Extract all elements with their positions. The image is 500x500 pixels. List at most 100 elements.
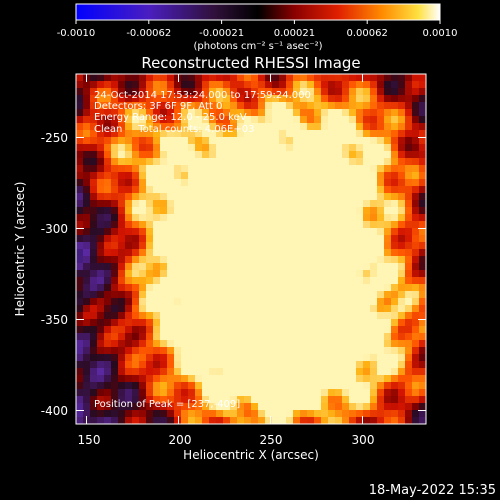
image-pixel <box>76 109 84 117</box>
image-pixel <box>258 354 266 362</box>
image-pixel <box>391 214 399 222</box>
image-pixel <box>181 95 189 103</box>
image-pixel <box>125 347 133 355</box>
image-pixel <box>412 354 420 362</box>
image-pixel <box>237 207 245 215</box>
image-pixel <box>419 312 426 320</box>
image-pixel <box>307 410 315 418</box>
image-pixel <box>377 396 385 404</box>
image-pixel <box>412 172 420 180</box>
image-pixel <box>223 403 231 411</box>
image-pixel <box>398 74 406 82</box>
image-pixel <box>349 403 357 411</box>
image-pixel <box>90 263 98 271</box>
image-pixel <box>314 284 322 292</box>
image-pixel <box>97 396 105 404</box>
image-pixel <box>377 312 385 320</box>
image-pixel <box>391 319 399 327</box>
image-pixel <box>90 116 98 124</box>
image-pixel <box>223 74 231 82</box>
image-pixel <box>174 284 182 292</box>
image-pixel <box>153 298 161 306</box>
image-pixel <box>125 130 133 138</box>
image-pixel <box>405 144 413 152</box>
image-pixel <box>83 130 91 138</box>
image-pixel <box>293 403 301 411</box>
image-pixel <box>132 410 140 418</box>
image-pixel <box>272 382 280 390</box>
image-pixel <box>307 130 315 138</box>
image-pixel <box>146 319 154 327</box>
image-pixel <box>300 298 308 306</box>
image-pixel <box>223 151 231 159</box>
image-pixel <box>335 263 343 271</box>
image-pixel <box>146 368 154 376</box>
image-pixel <box>188 228 196 236</box>
image-pixel <box>237 389 245 397</box>
image-pixel <box>377 137 385 145</box>
image-pixel <box>356 179 364 187</box>
image-pixel <box>111 319 119 327</box>
image-pixel <box>188 368 196 376</box>
image-pixel <box>321 277 329 285</box>
image-pixel <box>146 123 154 131</box>
image-pixel <box>251 228 259 236</box>
image-pixel <box>258 396 266 404</box>
image-pixel <box>118 95 126 103</box>
image-pixel <box>419 368 426 376</box>
image-pixel <box>195 396 203 404</box>
image-pixel <box>97 368 105 376</box>
image-pixel <box>139 186 147 194</box>
image-pixel <box>167 81 175 89</box>
image-pixel <box>314 207 322 215</box>
image-pixel <box>146 102 154 110</box>
image-pixel <box>377 263 385 271</box>
image-pixel <box>251 305 259 313</box>
image-pixel <box>153 242 161 250</box>
image-pixel <box>76 326 84 334</box>
image-pixel <box>398 95 406 103</box>
image-pixel <box>244 340 252 348</box>
image-pixel <box>167 312 175 320</box>
image-pixel <box>370 277 378 285</box>
image-pixel <box>328 186 336 194</box>
image-pixel <box>258 95 266 103</box>
image-pixel <box>370 109 378 117</box>
image-pixel <box>272 375 280 383</box>
image-pixel <box>272 361 280 369</box>
image-pixel <box>160 130 168 138</box>
image-pixel <box>139 312 147 320</box>
image-pixel <box>146 228 154 236</box>
image-pixel <box>328 312 336 320</box>
image-pixel <box>202 200 210 208</box>
image-pixel <box>321 81 329 89</box>
image-pixel <box>265 193 273 201</box>
image-pixel <box>230 158 238 166</box>
image-pixel <box>188 319 196 327</box>
image-pixel <box>83 214 91 222</box>
image-pixel <box>300 95 308 103</box>
image-pixel <box>258 347 266 355</box>
image-pixel <box>265 270 273 278</box>
image-pixel <box>153 81 161 89</box>
image-pixel <box>153 396 161 404</box>
image-pixel <box>244 417 252 424</box>
image-pixel <box>104 193 112 201</box>
image-pixel <box>272 186 280 194</box>
image-pixel <box>279 200 287 208</box>
image-pixel <box>195 340 203 348</box>
image-pixel <box>174 256 182 264</box>
image-pixel <box>97 256 105 264</box>
image-pixel <box>384 347 392 355</box>
image-pixel <box>377 221 385 229</box>
image-pixel <box>97 312 105 320</box>
image-pixel <box>405 368 413 376</box>
image-pixel <box>76 179 84 187</box>
image-pixel <box>342 74 350 82</box>
image-pixel <box>90 123 98 131</box>
image-pixel <box>300 410 308 418</box>
image-pixel <box>258 228 266 236</box>
image-pixel <box>111 186 119 194</box>
image-pixel <box>132 207 140 215</box>
image-pixel <box>293 305 301 313</box>
